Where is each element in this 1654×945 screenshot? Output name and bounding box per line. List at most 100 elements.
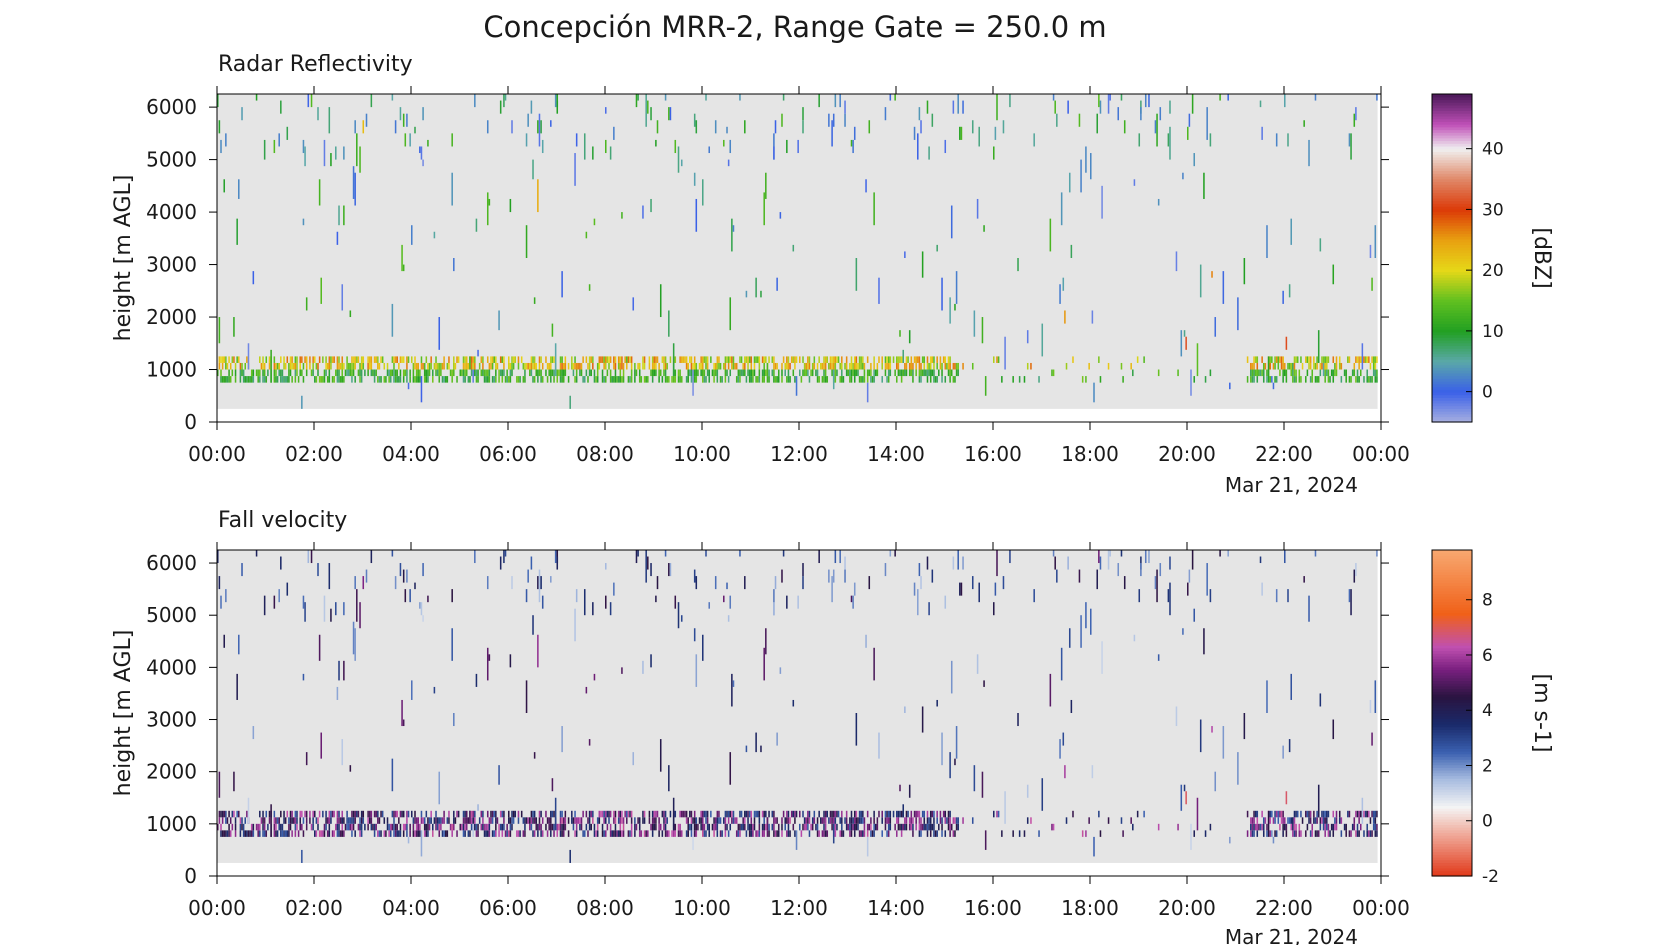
reflectivity-cell (1203, 172, 1205, 199)
velocity-cell (899, 784, 901, 792)
velocity-cell (1348, 810, 1351, 818)
velocity-cell (939, 810, 942, 818)
reflectivity-cell (280, 100, 282, 114)
reflectivity-colorbar-segment (1432, 184, 1472, 188)
reflectivity-cell (275, 376, 277, 383)
velocity-cell (933, 823, 935, 831)
velocity-cell (1098, 810, 1100, 818)
velocity-cell (996, 550, 998, 577)
reflectivity-cell (495, 369, 497, 377)
velocity-cell (845, 810, 848, 818)
velocity-colorbar-segment (1432, 688, 1472, 692)
reflectivity-cell (744, 120, 746, 134)
reflectivity-cell (713, 369, 715, 377)
reflectivity-cell (724, 369, 727, 377)
reflectivity-cell (1261, 369, 1263, 377)
velocity-colorbar-segment (1432, 856, 1472, 861)
velocity-cell (821, 817, 824, 824)
reflectivity-cell (758, 356, 761, 363)
reflectivity-cell (850, 376, 853, 383)
reflectivity-cell (834, 369, 837, 377)
velocity-cell (533, 752, 536, 759)
velocity-xtick-label: 18:00 (1061, 896, 1119, 920)
velocity-colorbar-segment (1432, 810, 1472, 815)
velocity-cell (776, 830, 778, 837)
velocity-cell (1374, 830, 1377, 837)
reflectivity-cell (823, 356, 825, 363)
reflectivity-cell (606, 369, 609, 377)
velocity-cell (724, 830, 727, 837)
velocity-cell (1334, 817, 1336, 824)
velocity-cell (532, 615, 534, 635)
reflectivity-cell (375, 356, 377, 363)
reflectivity-cell (933, 356, 935, 363)
velocity-cell (1261, 823, 1263, 831)
reflectivity-cell (1169, 126, 1171, 160)
reflectivity-cell (787, 376, 790, 383)
reflectivity-cell (933, 362, 935, 370)
velocity-cell (716, 830, 719, 837)
reflectivity-cell (1254, 369, 1257, 377)
velocity-colorbar-segment (1432, 571, 1472, 576)
velocity-cell (1324, 823, 1326, 831)
reflectivity-cell (415, 362, 418, 370)
reflectivity-cell (648, 362, 651, 370)
reflectivity-cell (226, 376, 229, 383)
reflectivity-cell (949, 356, 951, 363)
reflectivity-cell (1219, 94, 1221, 101)
reflectivity-cell (228, 376, 230, 383)
velocity-cell (499, 810, 502, 818)
reflectivity-cell (556, 369, 559, 377)
reflectivity-cell (1266, 376, 1268, 383)
velocity-cell (677, 602, 680, 629)
reflectivity-cell (1143, 356, 1145, 363)
reflectivity-cell (944, 362, 947, 370)
reflectivity-cell (336, 231, 339, 245)
velocity-cell (834, 830, 837, 837)
velocity-cell (1295, 810, 1297, 818)
velocity-cell (508, 830, 510, 837)
reflectivity-cell (318, 376, 321, 383)
velocity-cell (538, 569, 541, 603)
reflectivity-ytick-label: 5000 (146, 148, 197, 172)
velocity-cell (509, 830, 512, 837)
velocity-cell (574, 817, 576, 824)
reflectivity-cell (824, 362, 827, 370)
reflectivity-cell (952, 376, 955, 383)
velocity-cell (325, 823, 327, 831)
reflectivity-cell (826, 356, 829, 363)
reflectivity-cell (723, 139, 725, 147)
reflectivity-cell (402, 264, 405, 272)
velocity-cell (574, 810, 576, 818)
reflectivity-cell (866, 376, 869, 383)
velocity-cell (443, 817, 445, 824)
velocity-cell (482, 817, 484, 824)
velocity-cell (351, 810, 353, 818)
reflectivity-cell (750, 362, 753, 370)
reflectivity-colorbar-segment (1432, 307, 1472, 311)
reflectivity-cell (863, 369, 866, 377)
velocity-cell (503, 823, 505, 831)
reflectivity-cell (740, 369, 743, 377)
velocity-cell (671, 830, 673, 837)
velocity-cell (462, 823, 465, 831)
velocity-cell (301, 823, 303, 831)
velocity-cell (1262, 830, 1265, 837)
velocity-cell (862, 830, 864, 837)
velocity-cell (409, 830, 411, 837)
reflectivity-cell (520, 356, 523, 363)
velocity-cell (356, 810, 358, 818)
reflectivity-cell (1120, 94, 1123, 101)
reflectivity-cell (259, 369, 261, 377)
velocity-colorbar-segment (1432, 813, 1472, 817)
velocity-cell (760, 745, 762, 753)
reflectivity-cell (554, 343, 557, 377)
velocity-cell (538, 810, 541, 818)
velocity-cell (415, 830, 418, 837)
reflectivity-cell (399, 356, 402, 363)
reflectivity-cell (904, 362, 906, 370)
velocity-cell (495, 817, 497, 824)
velocity-cell (1277, 817, 1280, 824)
reflectivity-cell (425, 356, 428, 363)
velocity-cell (928, 823, 930, 831)
